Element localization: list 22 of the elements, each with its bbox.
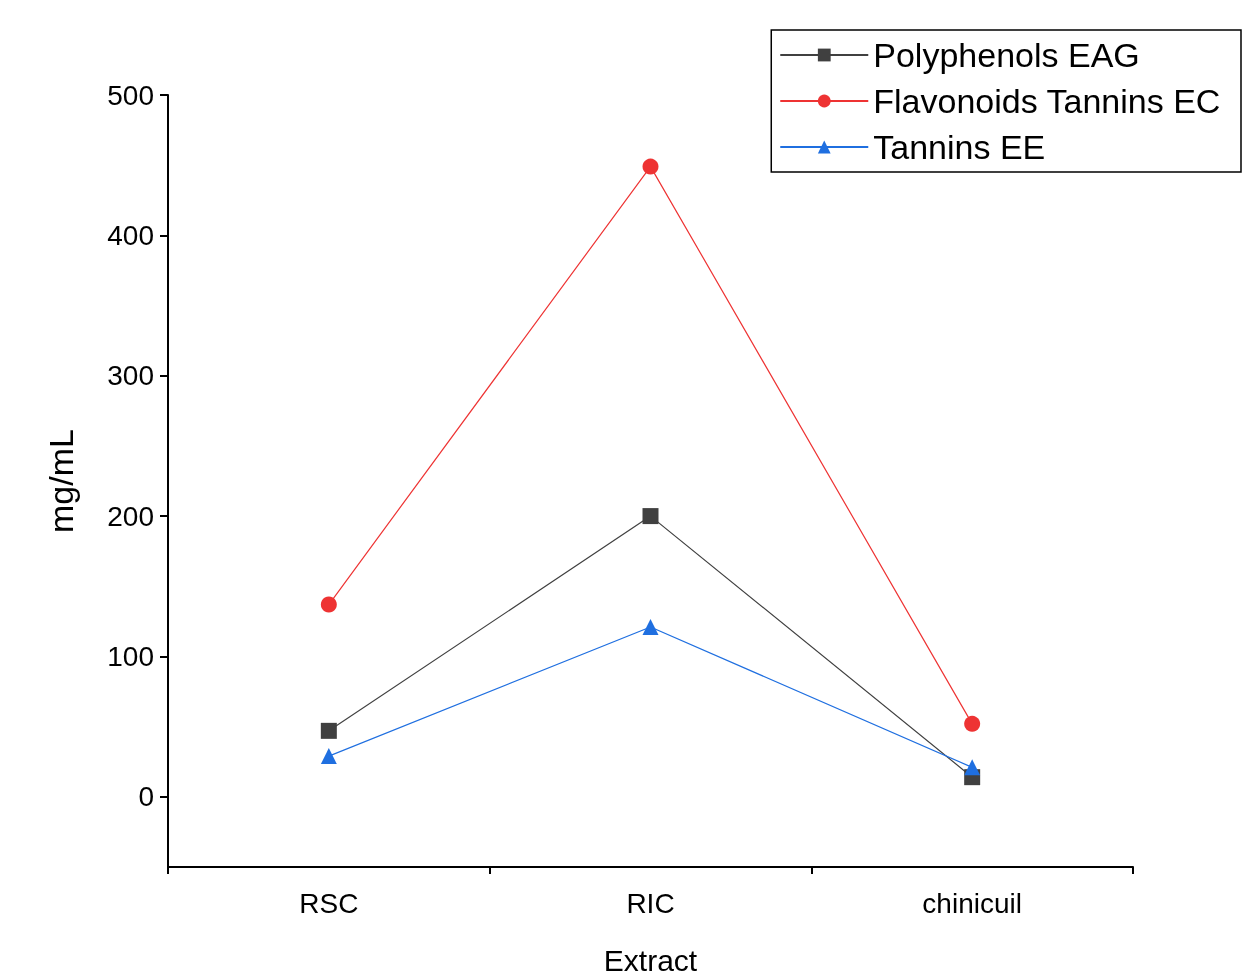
point [964, 759, 981, 776]
x-tick-label: RIC [626, 887, 675, 919]
y-tick-label: 400 [107, 219, 154, 251]
x-tick-label: RSC [299, 887, 359, 919]
point [320, 748, 337, 765]
y-axis-title: mg/mL [42, 429, 80, 533]
legend-label: Polyphenols EAG [873, 36, 1140, 74]
point [642, 618, 659, 635]
y-tick-label: 300 [107, 360, 154, 392]
y-tick-label: 100 [107, 640, 154, 672]
y-tick-label: 200 [107, 500, 154, 532]
legend-label: Flavonoids Tannins EC [873, 82, 1221, 120]
point [642, 508, 659, 525]
x-tick-label: chinicuil [922, 887, 1022, 919]
x-axis-title: Extract [603, 943, 698, 977]
y-tick-label: 500 [107, 79, 154, 111]
point [320, 722, 337, 739]
legend-label: Tannins EE [873, 128, 1046, 166]
point [964, 715, 981, 732]
y-tick-label: 0 [138, 781, 154, 813]
point [320, 596, 337, 613]
point [642, 158, 659, 175]
